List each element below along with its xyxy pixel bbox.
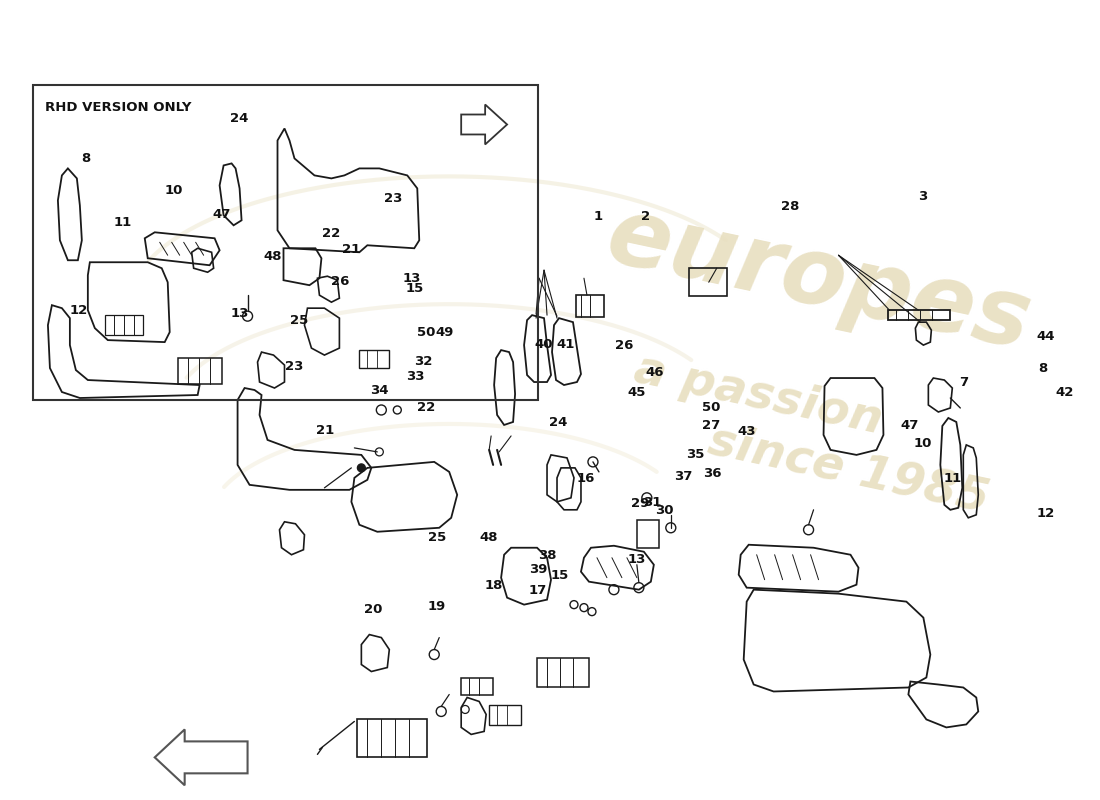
Text: 19: 19 bbox=[428, 599, 447, 613]
Text: 32: 32 bbox=[414, 355, 432, 368]
Bar bbox=[360, 350, 389, 368]
Circle shape bbox=[358, 464, 365, 472]
Text: 50: 50 bbox=[703, 402, 720, 414]
Text: 41: 41 bbox=[557, 338, 574, 350]
Text: since 1985: since 1985 bbox=[704, 418, 993, 522]
Text: 37: 37 bbox=[674, 470, 692, 483]
Text: 26: 26 bbox=[331, 275, 350, 288]
Text: 13: 13 bbox=[628, 554, 646, 566]
Text: 34: 34 bbox=[370, 384, 388, 397]
Text: europes: europes bbox=[598, 190, 1038, 370]
Text: 7: 7 bbox=[959, 376, 969, 389]
Text: 21: 21 bbox=[342, 243, 361, 256]
Text: 13: 13 bbox=[230, 307, 249, 320]
Text: 24: 24 bbox=[230, 112, 249, 126]
Text: 47: 47 bbox=[900, 419, 918, 432]
Text: 25: 25 bbox=[428, 531, 447, 544]
Text: 48: 48 bbox=[480, 531, 498, 544]
Text: 11: 11 bbox=[114, 216, 132, 230]
Text: 48: 48 bbox=[263, 250, 282, 262]
Text: 31: 31 bbox=[644, 496, 661, 509]
Text: 10: 10 bbox=[913, 438, 932, 450]
Bar bbox=[104, 315, 143, 335]
Bar bbox=[358, 719, 427, 758]
Text: 24: 24 bbox=[549, 416, 566, 429]
Text: 29: 29 bbox=[631, 498, 649, 510]
Text: 15: 15 bbox=[551, 569, 569, 582]
Bar bbox=[178, 358, 221, 384]
Bar bbox=[461, 678, 493, 695]
Text: 39: 39 bbox=[529, 563, 547, 576]
Bar bbox=[576, 295, 604, 317]
Text: 22: 22 bbox=[417, 402, 436, 414]
Text: 45: 45 bbox=[628, 386, 646, 398]
Text: 44: 44 bbox=[1036, 330, 1055, 342]
Text: 3: 3 bbox=[917, 190, 927, 203]
Bar bbox=[889, 310, 950, 320]
Text: 12: 12 bbox=[70, 304, 88, 317]
Text: 36: 36 bbox=[703, 467, 722, 480]
Text: 30: 30 bbox=[656, 504, 673, 517]
Text: 43: 43 bbox=[737, 426, 756, 438]
Text: 26: 26 bbox=[615, 339, 632, 352]
Text: 15: 15 bbox=[406, 282, 425, 294]
Text: 33: 33 bbox=[406, 370, 425, 382]
Text: RHD VERSION ONLY: RHD VERSION ONLY bbox=[45, 101, 191, 114]
Text: 27: 27 bbox=[703, 419, 720, 432]
Bar bbox=[537, 658, 588, 687]
Text: 40: 40 bbox=[535, 338, 553, 350]
Bar bbox=[689, 268, 727, 296]
Text: 10: 10 bbox=[164, 184, 183, 198]
Text: 16: 16 bbox=[576, 472, 594, 485]
Text: 13: 13 bbox=[403, 272, 421, 285]
Text: 2: 2 bbox=[641, 210, 650, 223]
Text: 42: 42 bbox=[1056, 386, 1075, 398]
Text: 28: 28 bbox=[781, 200, 800, 214]
Text: a passion: a passion bbox=[630, 346, 887, 443]
Text: 8: 8 bbox=[1038, 362, 1048, 374]
Text: 49: 49 bbox=[436, 326, 454, 338]
Text: 23: 23 bbox=[285, 360, 304, 373]
Text: 21: 21 bbox=[316, 424, 334, 437]
Text: 23: 23 bbox=[384, 192, 403, 206]
Text: 35: 35 bbox=[686, 448, 704, 461]
Text: 11: 11 bbox=[944, 472, 962, 485]
Text: 1: 1 bbox=[594, 210, 603, 223]
Text: 17: 17 bbox=[529, 583, 547, 597]
Text: 47: 47 bbox=[212, 208, 231, 222]
Text: 46: 46 bbox=[646, 366, 663, 378]
Text: 18: 18 bbox=[485, 578, 504, 592]
Text: 22: 22 bbox=[322, 227, 341, 240]
Text: 20: 20 bbox=[364, 602, 383, 616]
Text: 12: 12 bbox=[1036, 507, 1055, 520]
Bar bbox=[490, 706, 521, 726]
Text: 8: 8 bbox=[81, 152, 90, 166]
Bar bbox=[637, 520, 659, 548]
Bar bbox=[33, 85, 538, 400]
Text: 25: 25 bbox=[289, 314, 308, 326]
Text: 50: 50 bbox=[417, 326, 436, 338]
Text: 38: 38 bbox=[538, 550, 557, 562]
